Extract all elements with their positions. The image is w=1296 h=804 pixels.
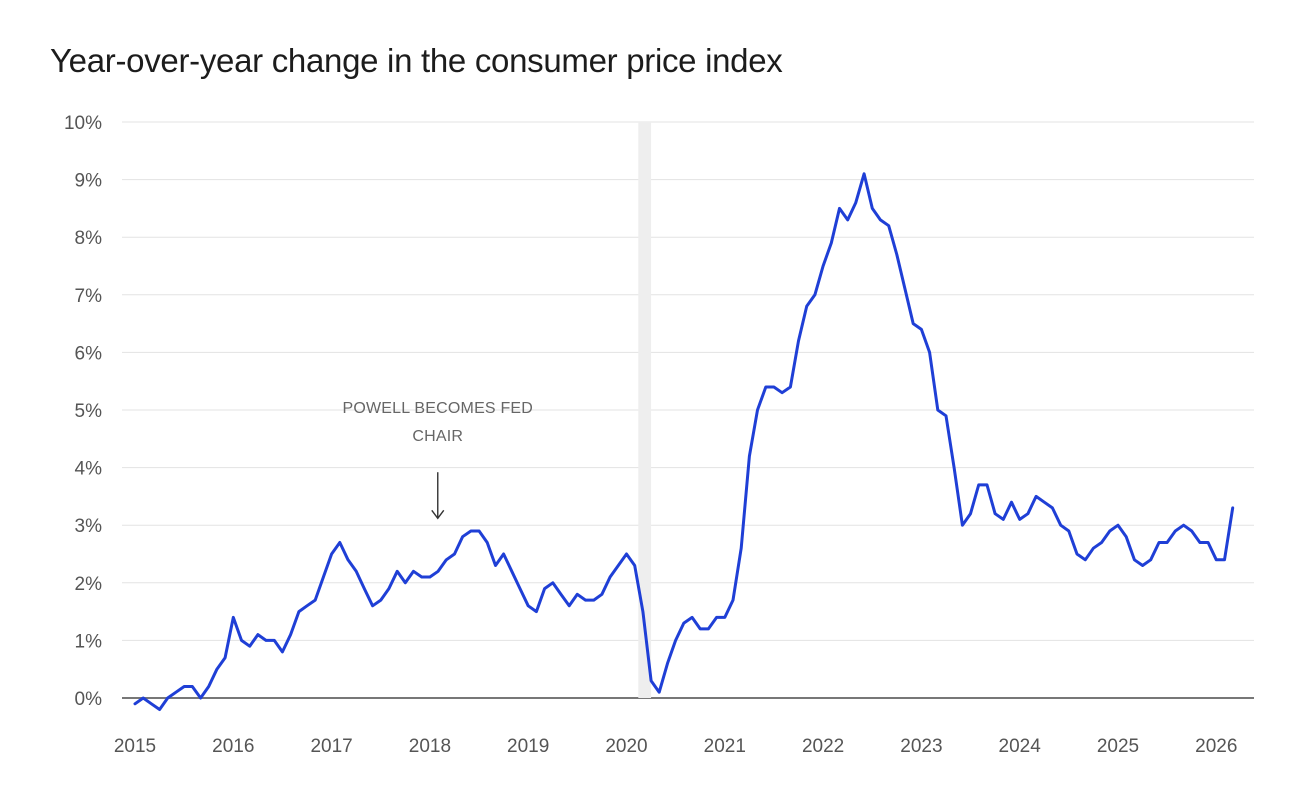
x-tick-label: 2025 [1097,736,1139,757]
y-tick-label: 5% [75,401,103,422]
y-axis-ticks: 0% 1% 2% 3% 4% 5% 6% 7% 8% 9% 10% [64,113,102,710]
y-tick-label: 7% [75,286,103,307]
x-axis-ticks: 2015 2016 2017 2018 2019 2020 2021 2022 2023 2024… [114,736,1238,757]
x-tick-label: 2022 [802,736,844,757]
x-tick-label: 2026 [1195,736,1237,757]
x-tick-label: 2015 [114,736,156,757]
cpi-series-line [133,172,1235,711]
x-tick-label: 2021 [704,736,746,757]
x-tick-label: 2016 [212,736,254,757]
x-tick-label: 2018 [409,736,451,757]
y-tick-label: 9% [75,171,103,192]
chart-title: Year-over-year change in the consumer pr… [50,42,783,79]
series-layer [133,172,1235,711]
y-tick-label: 3% [75,516,103,537]
annotation-line-2: CHAIR [412,428,463,445]
annotation-line-1: POWELL BECOMES FED [342,400,533,417]
highlight-band-layer [638,122,652,698]
y-tick-label: 0% [75,689,103,710]
y-tick-label: 10% [64,113,102,134]
x-tick-label: 2020 [605,736,647,757]
y-tick-label: 8% [75,228,103,249]
x-tick-label: 2023 [900,736,942,757]
x-tick-label: 2017 [310,736,352,757]
annotation-layer: POWELL BECOMES FED CHAIR [342,400,533,520]
y-tick-label: 1% [75,631,103,652]
y-tick-label: 6% [75,343,103,364]
recession-band [638,122,652,698]
grid-lines [122,121,1254,699]
y-tick-label: 2% [75,574,103,595]
x-tick-label: 2024 [999,736,1042,757]
x-tick-label: 2019 [507,736,549,757]
annotation-arrowhead [431,509,445,520]
y-tick-label: 4% [75,459,103,480]
